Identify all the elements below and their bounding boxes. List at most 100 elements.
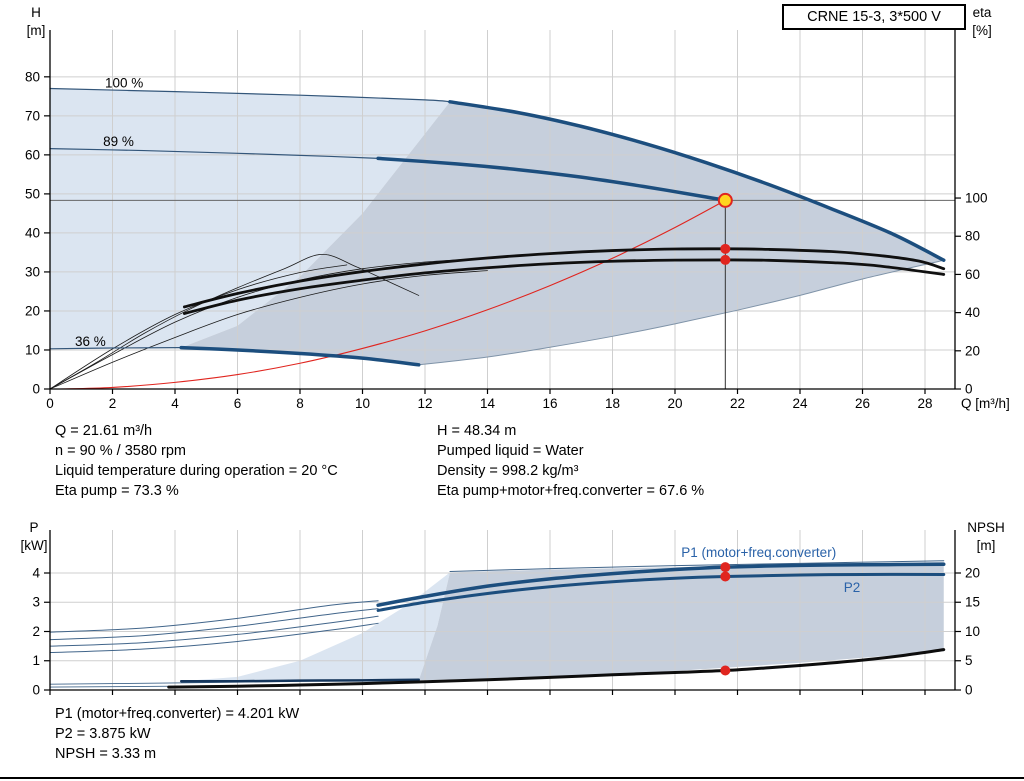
- x-tick-label: 26: [855, 396, 870, 411]
- info-head: H = 48.34 m: [437, 423, 517, 439]
- h-axis-unit: [m]: [26, 23, 46, 38]
- info-pumped-liquid: Pumped liquid = Water: [437, 443, 584, 459]
- power-envelope-light: [181, 572, 450, 682]
- y-left-tick-label: 0: [32, 683, 40, 698]
- pump-curve-100pct-thin: [49, 87, 451, 103]
- info-liquid-temperature: Liquid temperature during operation = 20…: [55, 463, 338, 479]
- duty-info-right-column: H = 48.34 m Pumped liquid = Water Densit…: [437, 421, 704, 501]
- h-axis-name: H: [31, 5, 41, 20]
- npsh-axis-unit: [m]: [976, 538, 996, 553]
- power-curve-thin-1: [49, 600, 379, 633]
- info-p2: P2 = 3.875 kW: [55, 726, 151, 742]
- duty-dot: [720, 665, 731, 676]
- pump-curve-90pct-bold: [376, 156, 728, 203]
- x-tick-label: 28: [917, 396, 932, 411]
- info-speed: n = 90 % / 3580 rpm: [55, 443, 186, 459]
- power-curve-thin-3: [49, 615, 379, 647]
- duty-dot: [720, 243, 731, 254]
- pump-curve-89pct-thin: [49, 148, 379, 159]
- y-left-tick-label: 4: [32, 565, 40, 580]
- p2-curve-bold: [376, 572, 946, 612]
- y-left-tick-label: 30: [25, 264, 40, 279]
- y-right-tick-label: 100: [965, 191, 988, 206]
- p1-curve-bold: [376, 562, 946, 607]
- npsh-axis-name: NPSH: [967, 520, 1005, 535]
- speed-label-100pct: 100 %: [105, 75, 143, 90]
- eta-axis-name: eta: [972, 5, 992, 20]
- p1-curve-label: P1 (motor+freq.converter): [681, 545, 836, 560]
- eta-curve-thin-3: [49, 270, 488, 390]
- pump-curve-36pct-thin: [49, 347, 182, 350]
- x-tick-label: 20: [667, 396, 682, 411]
- y-left-tick-label: 40: [25, 225, 40, 240]
- x-tick-label: 22: [730, 396, 745, 411]
- y-right-tick-label: 20: [965, 343, 980, 358]
- y-right-tick-label: 80: [965, 229, 980, 244]
- y-left-tick-label: 2: [32, 624, 40, 639]
- speed-label-89pct: 89 %: [103, 134, 134, 149]
- duty-dot: [720, 562, 731, 573]
- y-left-tick-label: 3: [32, 595, 40, 610]
- eta-pump-curve-bold: [182, 247, 946, 309]
- y-right-tick-label: 5: [965, 653, 973, 668]
- eta-total-curve-bold: [182, 258, 946, 315]
- duty-dot: [720, 254, 731, 265]
- q-axis-label: Q [m³/h]: [961, 396, 1010, 411]
- y-right-tick-label: 0: [965, 382, 973, 397]
- duty-info-left-column: Q = 21.61 m³/h n = 90 % / 3580 rpm Liqui…: [55, 421, 338, 501]
- y-right-tick-label: 60: [965, 267, 980, 282]
- x-tick-label: 2: [109, 396, 117, 411]
- power-curve-thin-4: [49, 622, 379, 654]
- x-tick-label: 18: [605, 396, 620, 411]
- x-tick-label: 6: [234, 396, 242, 411]
- bottom-divider-rule: [0, 777, 1024, 779]
- y-right-tick-label: 20: [965, 565, 980, 580]
- info-eta-total: Eta pump+motor+freq.converter = 67.6 %: [437, 483, 705, 499]
- info-density: Density = 998.2 kg/m³: [437, 463, 579, 479]
- pump-curve-36pct-bold: [179, 345, 421, 367]
- p-axis-name: P: [29, 520, 39, 535]
- power-curve-thin-2: [49, 608, 379, 641]
- y-left-tick-label: 20: [25, 303, 40, 318]
- pump-model-title: CRNE 15-3, 3*500 V: [782, 4, 966, 30]
- power-info-block: P1 (motor+freq.converter) = 4.201 kW P2 …: [55, 704, 299, 764]
- y-right-tick-label: 15: [965, 595, 980, 610]
- y-left-tick-label: 70: [25, 108, 40, 123]
- y-left-tick-label: 50: [25, 186, 40, 201]
- x-tick-label: 14: [480, 396, 496, 411]
- p2-curve-label: P2: [844, 580, 861, 595]
- duty-point-marker: [717, 192, 733, 208]
- y-left-tick-label: 1: [32, 653, 40, 668]
- pump-curve-100pct-bold: [448, 100, 946, 262]
- x-tick-label: 12: [417, 396, 432, 411]
- info-p1: P1 (motor+freq.converter) = 4.201 kW: [55, 706, 300, 722]
- power-curve-min-bold: [180, 678, 420, 683]
- x-tick-label: 16: [542, 396, 557, 411]
- resulting-curve-red: [58, 199, 726, 390]
- p-axis-unit: [kW]: [20, 538, 48, 553]
- power-curve-100pct-top-thin: [449, 560, 945, 573]
- x-tick-label: 8: [296, 396, 304, 411]
- npsh-curve-bold: [167, 648, 946, 689]
- info-npsh: NPSH = 3.33 m: [55, 746, 157, 762]
- info-eta-pump: Eta pump = 73.3 %: [55, 483, 179, 499]
- y-left-tick-label: 0: [32, 382, 40, 397]
- y-right-tick-label: 40: [965, 305, 980, 320]
- y-left-tick-label: 80: [25, 69, 40, 84]
- y-left-tick-label: 10: [25, 342, 40, 357]
- eta-curve-thin-2: [49, 258, 473, 390]
- x-tick-label: 24: [792, 396, 808, 411]
- power-envelope-dark: [418, 561, 944, 681]
- y-left-tick-label: 60: [25, 147, 40, 162]
- operating-envelope-light: [50, 88, 450, 349]
- envelope-max-flow-edge: [418, 259, 945, 366]
- x-tick-label: 4: [171, 396, 179, 411]
- y-right-tick-label: 0: [965, 683, 973, 698]
- y-right-tick-label: 10: [965, 624, 980, 639]
- info-flow: Q = 21.61 m³/h: [55, 423, 153, 439]
- x-tick-label: 0: [46, 396, 54, 411]
- duty-dot: [720, 571, 731, 582]
- eta-axis-unit: [%]: [972, 23, 992, 38]
